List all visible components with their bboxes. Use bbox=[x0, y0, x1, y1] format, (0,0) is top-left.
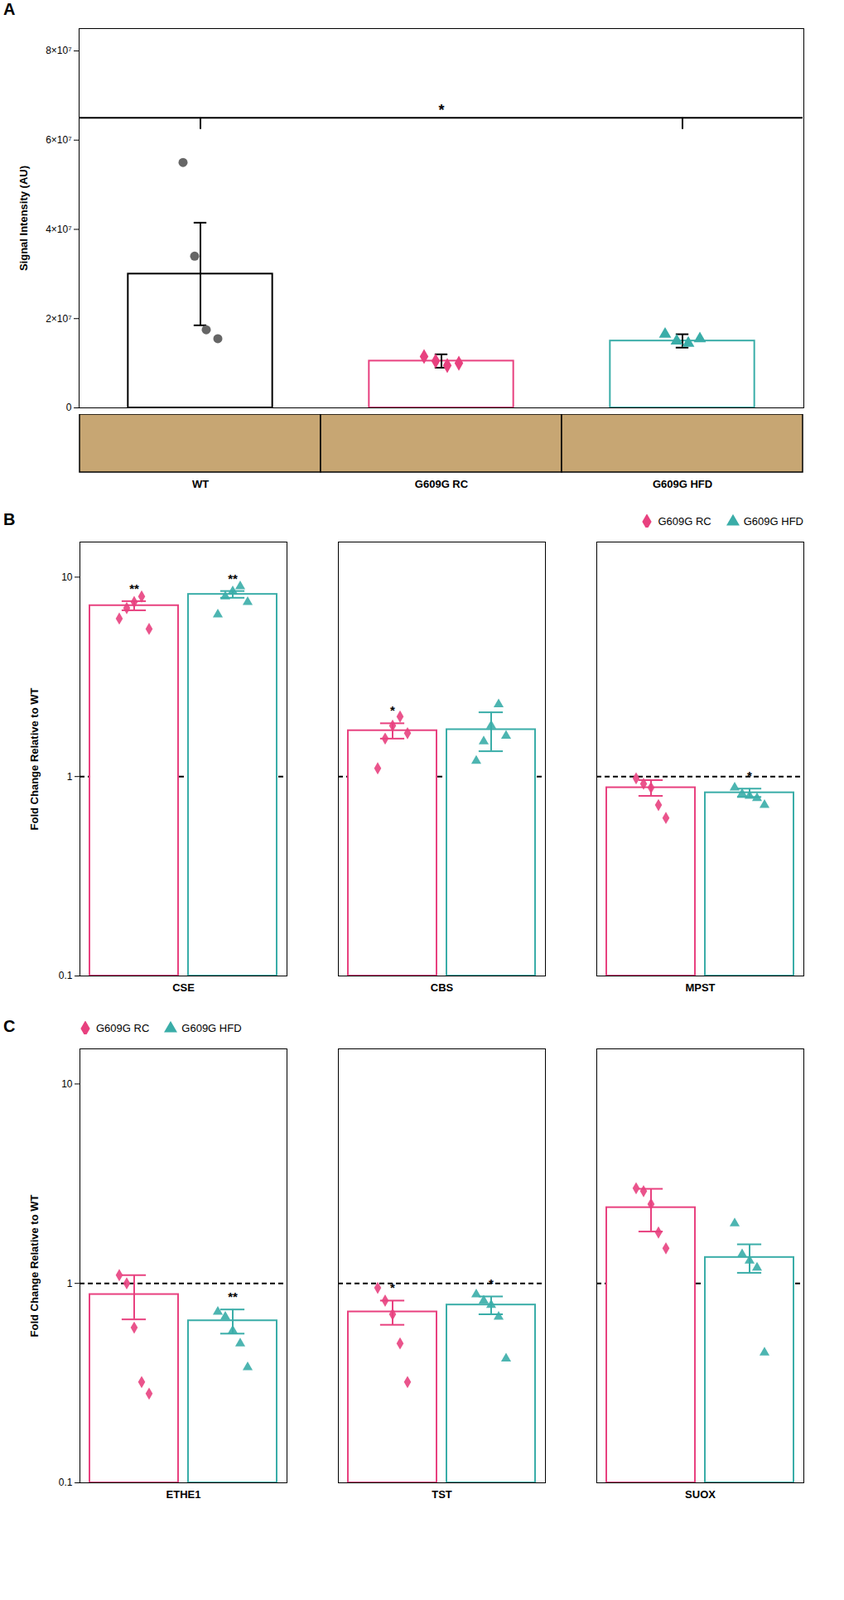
svg-text:G609G HFD: G609G HFD bbox=[652, 477, 713, 491]
svg-text:*: * bbox=[488, 1276, 494, 1291]
html-text:G609G RC: G609G RC bbox=[657, 514, 712, 528]
svg-text:8×10⁷: 8×10⁷ bbox=[45, 44, 72, 57]
svg-text:0: 0 bbox=[66, 401, 73, 414]
svg-text:*: * bbox=[390, 1280, 396, 1295]
svg-text:Fold Change Relative to WT: Fold Change Relative to WT bbox=[28, 687, 41, 830]
html-text:G609G HFD: G609G HFD bbox=[181, 1021, 242, 1035]
svg-text:SUOX: SUOX bbox=[684, 1488, 716, 1501]
svg-text:Fold Change Relative to WT: Fold Change Relative to WT bbox=[28, 1194, 41, 1337]
svg-text:2×10⁷: 2×10⁷ bbox=[45, 313, 72, 325]
svg-text:4×10⁷: 4×10⁷ bbox=[45, 223, 72, 236]
svg-text:10: 10 bbox=[61, 571, 73, 584]
svg-text:WT: WT bbox=[192, 477, 209, 491]
svg-text:TST: TST bbox=[431, 1488, 453, 1501]
svg-text:**: ** bbox=[129, 581, 140, 596]
svg-text:0.1: 0.1 bbox=[58, 969, 73, 982]
svg-text:CSE: CSE bbox=[172, 981, 195, 994]
svg-text:MPST: MPST bbox=[684, 981, 715, 994]
html-text:G609G RC: G609G RC bbox=[96, 1021, 150, 1035]
svg-text:**: ** bbox=[227, 571, 238, 586]
html-text:G609G HFD: G609G HFD bbox=[743, 514, 804, 528]
html-text:A: A bbox=[3, 0, 16, 19]
svg-text:1: 1 bbox=[67, 771, 73, 783]
svg-text:*: * bbox=[438, 101, 444, 119]
svg-text:CBS: CBS bbox=[430, 981, 454, 994]
svg-text:*: * bbox=[747, 768, 753, 783]
html-text:C: C bbox=[3, 1017, 16, 1036]
svg-text:0.1: 0.1 bbox=[58, 1476, 73, 1489]
svg-text:Signal Intensity (AU): Signal Intensity (AU) bbox=[17, 165, 30, 271]
svg-text:ETHE1: ETHE1 bbox=[166, 1488, 202, 1501]
svg-text:**: ** bbox=[227, 1289, 238, 1304]
svg-text:1: 1 bbox=[67, 1278, 73, 1290]
svg-text:G609G RC: G609G RC bbox=[414, 477, 469, 491]
svg-text:*: * bbox=[390, 703, 396, 718]
svg-text:6×10⁷: 6×10⁷ bbox=[45, 134, 72, 146]
html-text:B: B bbox=[3, 510, 16, 529]
svg-text:10: 10 bbox=[61, 1078, 73, 1090]
